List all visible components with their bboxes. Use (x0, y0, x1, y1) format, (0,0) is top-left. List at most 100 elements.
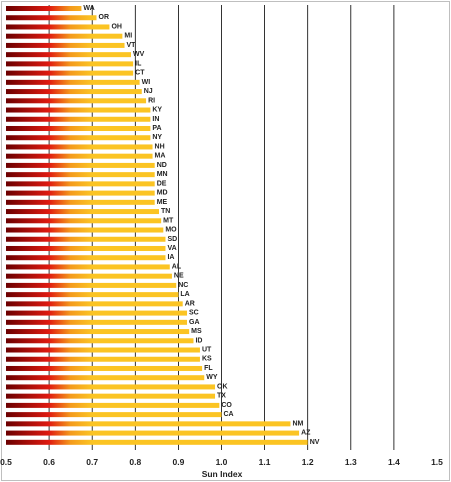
state-label-az: AZ (301, 430, 311, 437)
state-label-wa: WA (83, 5, 94, 12)
bar-ar (6, 301, 183, 307)
bar-tx (6, 393, 216, 399)
bar-co (6, 402, 220, 408)
bar-va (6, 245, 166, 251)
state-label-fl: FL (204, 365, 213, 372)
state-label-ky: KY (152, 107, 162, 114)
state-label-md: MD (157, 190, 168, 197)
state-label-ga: GA (189, 319, 200, 326)
x-tick-label: 1.5 (431, 457, 443, 467)
state-label-wy: WY (206, 374, 218, 381)
bar-nd (6, 162, 155, 168)
state-label-nm: NM (292, 420, 303, 427)
bar-ia (6, 255, 166, 261)
state-label-ar: AR (185, 300, 195, 307)
bar-ks (6, 356, 200, 362)
bar-al (6, 264, 170, 270)
state-label-pa: PA (152, 125, 161, 132)
bar-fl (6, 365, 203, 371)
bar-az (6, 430, 300, 436)
bar-tn (6, 209, 160, 215)
state-label-ct: CT (135, 70, 145, 77)
state-label-ma: MA (155, 153, 166, 160)
x-tick-label: 0.6 (43, 457, 55, 467)
bar-wi (6, 79, 140, 85)
bar-ca (6, 412, 222, 418)
state-label-ok: OK (217, 383, 228, 390)
bar-in (6, 116, 151, 122)
bar-nj (6, 89, 142, 95)
bar-ny (6, 135, 151, 141)
bar-wv (6, 52, 131, 58)
x-tick-label: 1.1 (259, 457, 271, 467)
bar-ma (6, 153, 153, 159)
state-label-il: IL (135, 60, 142, 67)
state-label-co: CO (221, 402, 232, 409)
bar-vt (6, 42, 125, 48)
bar-nh (6, 144, 153, 150)
state-label-in: IN (152, 116, 159, 123)
state-label-nh: NH (155, 143, 165, 150)
state-label-mn: MN (157, 171, 168, 178)
state-label-ks: KS (202, 356, 212, 363)
state-label-me: ME (157, 199, 168, 206)
state-label-ca: CA (224, 411, 234, 418)
x-tick-label: 0.9 (172, 457, 184, 467)
state-label-mt: MT (163, 217, 174, 224)
bar-me (6, 199, 155, 205)
state-label-vt: VT (127, 42, 137, 49)
state-label-sc: SC (189, 310, 199, 317)
bars (6, 6, 308, 445)
bar-nm (6, 421, 291, 427)
bar-ri (6, 98, 147, 104)
state-label-tn: TN (161, 208, 170, 215)
state-label-id: ID (195, 337, 202, 344)
bar-mn (6, 172, 155, 178)
bar-oh (6, 24, 110, 30)
state-label-nj: NJ (144, 88, 153, 95)
state-label-mo: MO (165, 227, 177, 234)
bar-la (6, 292, 179, 298)
x-axis-title: Sun Index (202, 469, 243, 479)
bar-ky (6, 107, 151, 113)
x-tick-label: 0.7 (86, 457, 98, 467)
bar-sc (6, 310, 188, 316)
bar-sd (6, 236, 166, 242)
state-label-nd: ND (157, 162, 167, 169)
bar-pa (6, 125, 151, 131)
bar-ms (6, 329, 190, 335)
bar-mt (6, 218, 162, 224)
bar-or (6, 15, 97, 21)
state-label-de: DE (157, 180, 167, 187)
state-label-wv: WV (133, 51, 145, 58)
state-label-ia: IA (167, 254, 174, 261)
state-label-mi: MI (124, 33, 132, 40)
state-label-tx: TX (217, 393, 226, 400)
bar-ne (6, 273, 172, 279)
state-label-nv: NV (310, 439, 320, 446)
bar-id (6, 338, 194, 344)
state-label-ms: MS (191, 328, 202, 335)
bar-ct (6, 70, 134, 76)
bar-wa (6, 6, 82, 11)
state-label-sd: SD (167, 236, 177, 243)
bar-nc (6, 282, 177, 288)
x-tick-label: 1.4 (388, 457, 400, 467)
x-tick-label: 0.5 (0, 457, 12, 467)
bar-md (6, 190, 155, 196)
bar-ut (6, 347, 200, 353)
bar-nv (6, 439, 308, 445)
bar-ok (6, 384, 216, 390)
bar-il (6, 61, 134, 67)
state-label-or: OR (99, 14, 110, 21)
state-label-ut: UT (202, 347, 212, 354)
state-label-ny: NY (152, 134, 162, 141)
state-label-oh: OH (111, 23, 122, 30)
state-label-ne: NE (174, 273, 184, 280)
x-tick-label: 0.8 (129, 457, 141, 467)
bar-ga (6, 319, 188, 325)
x-tick-label: 1.3 (345, 457, 357, 467)
